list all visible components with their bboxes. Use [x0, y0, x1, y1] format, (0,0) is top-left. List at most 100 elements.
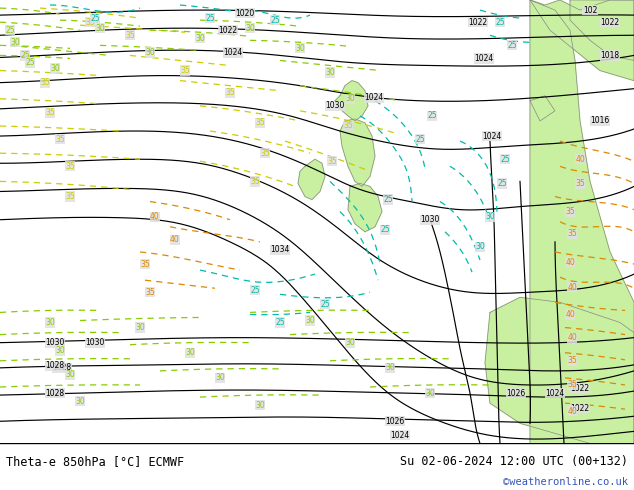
Text: 102: 102	[583, 5, 597, 15]
Text: 35: 35	[65, 192, 75, 201]
Text: 35: 35	[565, 207, 575, 216]
Text: 25: 25	[320, 300, 330, 309]
Text: 1030: 1030	[420, 215, 440, 224]
Text: 1028: 1028	[53, 364, 72, 372]
Text: 1024: 1024	[482, 131, 501, 141]
Text: 35: 35	[260, 148, 270, 158]
Text: 1024: 1024	[545, 389, 565, 397]
Text: 25: 25	[427, 111, 437, 121]
Text: 40: 40	[567, 407, 577, 416]
Polygon shape	[530, 0, 634, 81]
Text: 35: 35	[575, 179, 585, 188]
Polygon shape	[298, 159, 325, 199]
Text: 30: 30	[145, 48, 155, 57]
Text: 35: 35	[255, 119, 265, 127]
Text: 30: 30	[215, 373, 225, 382]
Text: 25: 25	[495, 18, 505, 26]
Text: 35: 35	[45, 108, 55, 118]
Text: 40: 40	[150, 212, 160, 221]
Text: 30: 30	[345, 338, 355, 347]
Polygon shape	[570, 0, 634, 60]
Text: 30: 30	[185, 348, 195, 357]
Text: 1030: 1030	[325, 101, 345, 110]
Text: 35: 35	[140, 260, 150, 269]
Text: 25: 25	[20, 51, 30, 60]
Text: 35: 35	[567, 356, 577, 366]
Text: 1030: 1030	[45, 338, 65, 347]
Text: 1022: 1022	[571, 404, 590, 413]
Text: 40: 40	[567, 283, 577, 292]
Text: 35: 35	[567, 381, 577, 390]
Text: 30: 30	[45, 318, 55, 327]
Text: 35: 35	[55, 135, 65, 144]
Text: 25: 25	[415, 135, 425, 144]
Polygon shape	[340, 119, 375, 187]
Text: 30: 30	[425, 389, 435, 397]
Text: 1018: 1018	[600, 51, 619, 60]
Text: 25: 25	[25, 58, 35, 67]
Text: 1024: 1024	[474, 54, 494, 63]
Polygon shape	[485, 297, 634, 443]
Polygon shape	[530, 96, 555, 121]
Text: 30: 30	[295, 44, 305, 53]
Text: 1024: 1024	[223, 48, 243, 57]
Text: 30: 30	[195, 34, 205, 43]
Text: 1030: 1030	[86, 338, 105, 347]
Text: 25: 25	[5, 26, 15, 35]
Text: 1028: 1028	[46, 389, 65, 397]
Text: 35: 35	[145, 288, 155, 297]
Text: 1022: 1022	[219, 26, 238, 35]
Text: 30: 30	[75, 396, 85, 406]
Text: 30: 30	[305, 316, 315, 325]
Text: 30: 30	[135, 323, 145, 332]
Text: 1022: 1022	[600, 18, 619, 26]
Text: 25: 25	[497, 179, 507, 188]
Text: 1022: 1022	[571, 384, 590, 392]
Text: 40: 40	[567, 333, 577, 342]
Text: 30: 30	[55, 346, 65, 355]
Polygon shape	[335, 81, 368, 121]
Text: Su 02-06-2024 12:00 UTC (00+132): Su 02-06-2024 12:00 UTC (00+132)	[399, 455, 628, 467]
Text: 25: 25	[250, 286, 260, 295]
Text: 1028: 1028	[46, 389, 65, 397]
Text: 30: 30	[345, 94, 355, 103]
Text: 30: 30	[95, 24, 105, 33]
Text: 30: 30	[475, 243, 485, 251]
Text: 30: 30	[65, 370, 75, 379]
Text: 1026: 1026	[385, 417, 404, 426]
Text: 1016: 1016	[590, 117, 610, 125]
Text: ©weatheronline.co.uk: ©weatheronline.co.uk	[503, 477, 628, 487]
Text: 1024: 1024	[391, 431, 410, 440]
Text: 40: 40	[565, 310, 575, 319]
Polygon shape	[348, 183, 382, 232]
Text: 1034: 1034	[270, 245, 290, 254]
Text: Theta-e 850hPa [°C] ECMWF: Theta-e 850hPa [°C] ECMWF	[6, 455, 184, 467]
Text: 1028: 1028	[46, 361, 65, 370]
Text: 30: 30	[255, 401, 265, 410]
Text: 35: 35	[327, 157, 337, 166]
Text: 35: 35	[180, 66, 190, 75]
Text: 25: 25	[275, 318, 285, 327]
Text: 30: 30	[50, 64, 60, 73]
Text: 35: 35	[250, 177, 260, 186]
Text: 40: 40	[565, 258, 575, 267]
Text: 40: 40	[170, 235, 180, 245]
Polygon shape	[530, 0, 634, 443]
Text: 35: 35	[40, 78, 50, 87]
Text: 30: 30	[10, 38, 20, 47]
Text: 1022: 1022	[469, 18, 488, 26]
Text: 25: 25	[383, 195, 393, 204]
Text: 1020: 1020	[235, 9, 255, 18]
Text: 40: 40	[575, 155, 585, 164]
Text: 30: 30	[485, 212, 495, 221]
Text: 25: 25	[90, 14, 100, 23]
Text: 25: 25	[205, 14, 215, 23]
Text: 1026: 1026	[507, 389, 526, 397]
Text: 30: 30	[385, 364, 395, 372]
Text: 25: 25	[380, 225, 390, 234]
Text: 1024: 1024	[365, 93, 384, 102]
Text: 35: 35	[225, 88, 235, 97]
Text: 30: 30	[325, 68, 335, 77]
Text: 35: 35	[343, 122, 353, 130]
Text: 35: 35	[85, 18, 95, 26]
